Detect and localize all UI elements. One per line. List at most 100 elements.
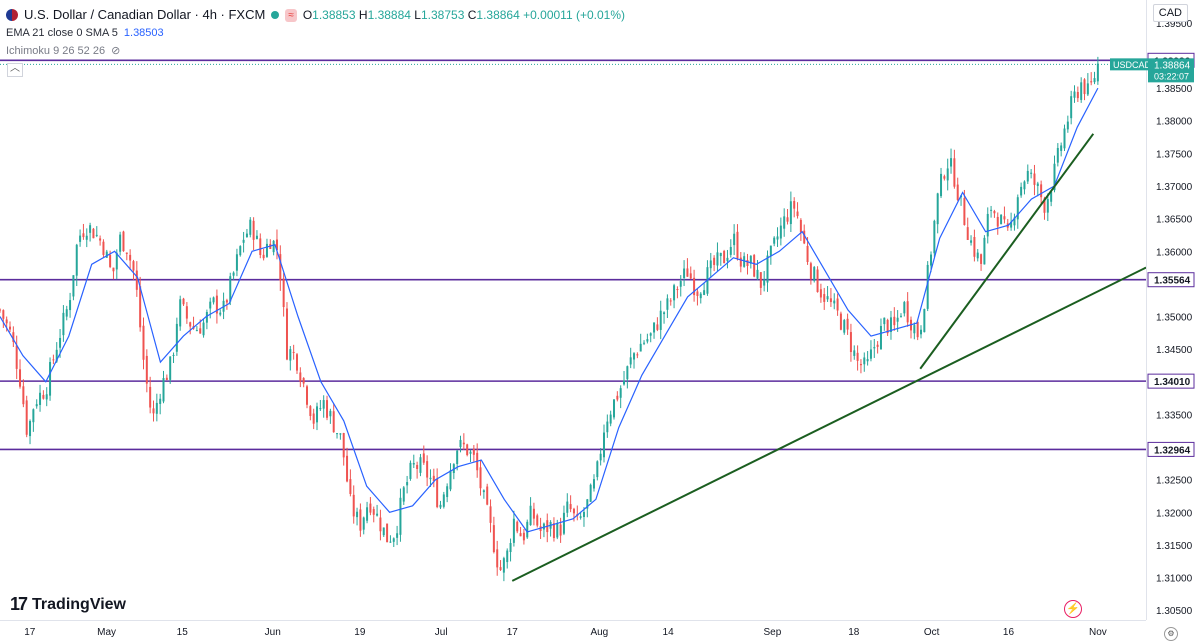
candle-body (626, 366, 629, 380)
candle-body (843, 320, 846, 333)
candle-body (1073, 91, 1076, 98)
y-tick-label: 1.32000 (1156, 508, 1193, 519)
candle-body (506, 550, 509, 563)
candle-body (1083, 79, 1086, 95)
candle-body (182, 298, 185, 305)
candle-body (352, 494, 355, 517)
candle-body (569, 504, 572, 510)
candle-body (846, 318, 849, 330)
candle-body (309, 406, 312, 416)
candle-body (879, 325, 882, 350)
time-axis[interactable]: 17 May 15 Jun 19 Jul 17 Aug 14 Sep 18 Oct 16 Nov (0, 620, 1146, 639)
candle-body (589, 484, 592, 502)
candle-body (1020, 186, 1023, 196)
candle-body (105, 251, 108, 258)
candle-body (556, 522, 559, 538)
candle-body (75, 244, 78, 276)
candle-body (489, 506, 492, 523)
candle-body (1016, 197, 1019, 220)
level-tag-bg (1147, 272, 1195, 288)
candle-body (653, 322, 656, 333)
candle-body (185, 306, 188, 319)
x-tick-label: 15 (177, 627, 189, 638)
candle-body (279, 254, 282, 281)
candle-body (592, 479, 595, 489)
candle-body (199, 328, 202, 334)
market-status-icon[interactable] (271, 11, 280, 19)
candle-body (913, 325, 916, 334)
candle-body (946, 168, 949, 181)
candle-body (2, 310, 5, 319)
candle-body (776, 236, 779, 240)
candle-body (502, 558, 505, 573)
currency-button[interactable]: CAD (1152, 4, 1188, 22)
candle-body (1046, 199, 1049, 213)
candle-body (906, 301, 909, 323)
logo-text: TradingView (32, 595, 126, 613)
candle-body (212, 297, 215, 303)
candle-body (673, 285, 676, 301)
candle-body (399, 497, 402, 535)
y-tick-label: 1.36000 (1156, 247, 1193, 258)
indicator-ichimoku[interactable]: Ichimoku 9 26 52 26 ⊘ (6, 42, 625, 60)
candle-body (1000, 214, 1003, 225)
candle-body (823, 294, 826, 302)
candle-body (376, 513, 379, 516)
ohlc-values: O1.38853 H1.38884 L1.38753 C1.38864 +0.0… (302, 8, 625, 22)
candle-body (132, 261, 135, 271)
candle-body (856, 352, 859, 361)
candle-body (1010, 221, 1013, 228)
candle-body (683, 268, 686, 279)
candle-body (339, 433, 342, 435)
candle-body (92, 228, 95, 239)
symbol-title[interactable]: U.S. Dollar / Canadian Dollar · 4h · FXC… (24, 7, 266, 22)
candle-body (359, 509, 362, 531)
horizontal-levels (0, 59, 1146, 451)
indicator-ema[interactable]: EMA 21 close 0 SMA 5 1.38503 (6, 27, 164, 39)
candle-body (1090, 81, 1093, 83)
x-tick-label: Jul (435, 627, 448, 638)
candle-body (155, 402, 158, 414)
candle-body (312, 413, 315, 424)
candle-body (169, 356, 172, 380)
candle-body (703, 290, 706, 295)
candle-body (302, 378, 305, 384)
candle-body (1033, 173, 1036, 185)
candle-body (916, 321, 919, 338)
price-axis[interactable]: 1.39500 1.38500 1.38000 1.37500 1.37000 1.365… (1146, 0, 1196, 644)
candle-body (773, 237, 776, 244)
candle-body (953, 158, 956, 187)
candle-body (816, 269, 819, 293)
candle-body (793, 200, 796, 209)
lightning-icon[interactable]: ⚡ (1064, 600, 1082, 618)
x-tick-label: 19 (354, 627, 366, 638)
candle-body (62, 312, 65, 336)
candle-body (936, 193, 939, 225)
candle-body (736, 231, 739, 259)
wave-icon[interactable]: ≈ (285, 8, 297, 22)
hidden-eye-icon[interactable]: ⊘ (111, 45, 121, 57)
y-tick-label: 1.38500 (1156, 84, 1193, 95)
price-axis-bg (1146, 0, 1196, 644)
level-tag-label: 1.34010 (1154, 377, 1191, 388)
candle-body (295, 354, 298, 371)
candle-body (943, 176, 946, 179)
candle-body (813, 267, 816, 281)
candle-body (996, 216, 999, 227)
candle-body (5, 319, 8, 324)
candle-body (139, 286, 142, 328)
candle-body (606, 421, 609, 433)
x-tick-label: Aug (590, 627, 608, 638)
candle-body (439, 504, 442, 508)
settings-gear-icon[interactable]: ⚙ (1164, 627, 1178, 641)
candle-body (49, 362, 52, 396)
candle-body (252, 220, 255, 240)
candle-body (849, 332, 852, 353)
candle-body (332, 411, 335, 433)
candle-body (950, 158, 953, 167)
collapse-legend-button[interactable]: ︿ (7, 63, 23, 77)
tradingview-logo[interactable]: 17 TradingView (10, 594, 126, 615)
y-tick-label: 1.36500 (1156, 215, 1193, 226)
candle-body (993, 211, 996, 214)
